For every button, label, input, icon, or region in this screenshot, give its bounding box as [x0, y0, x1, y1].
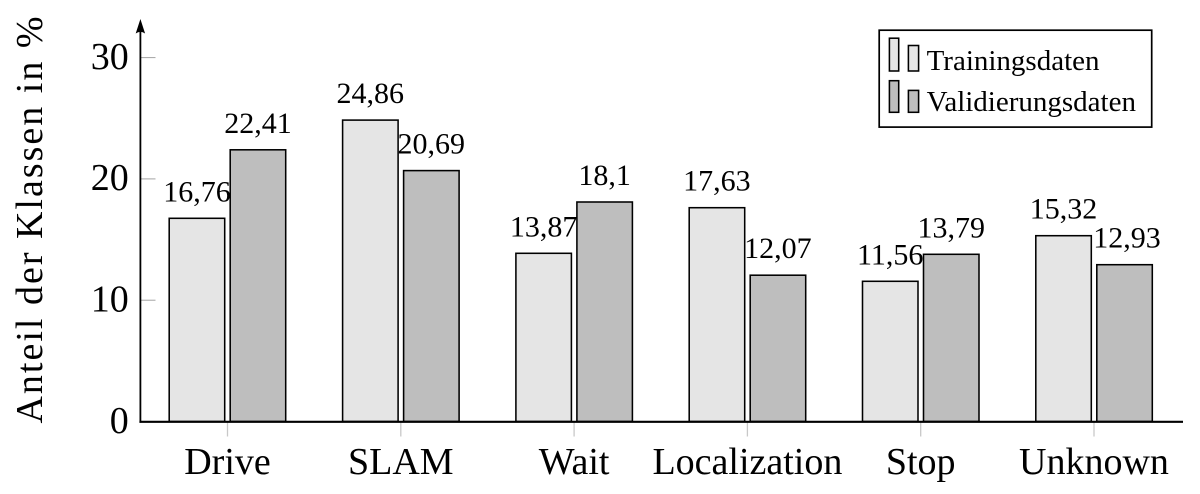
svg-text:Localization: Localization: [652, 441, 842, 483]
svg-text:Wait: Wait: [539, 441, 610, 483]
svg-text:Anteil der Klassen in %: Anteil der Klassen in %: [9, 14, 51, 423]
svg-text:15,32: 15,32: [1030, 193, 1098, 226]
svg-text:20,69: 20,69: [398, 128, 466, 161]
svg-text:11,56: 11,56: [857, 238, 923, 271]
svg-text:18,1: 18,1: [578, 159, 631, 192]
svg-text:12,93: 12,93: [1093, 222, 1161, 255]
svg-text:30: 30: [91, 36, 129, 78]
svg-text:Unknown: Unknown: [1019, 441, 1169, 483]
svg-text:17,63: 17,63: [683, 165, 751, 198]
svg-text:13,87: 13,87: [510, 210, 578, 243]
svg-text:10: 10: [91, 279, 129, 321]
svg-text:Trainingsdaten: Trainingsdaten: [927, 45, 1100, 77]
svg-text:16,76: 16,76: [163, 175, 231, 208]
svg-text:Validierungsdaten: Validierungsdaten: [927, 86, 1137, 118]
svg-text:13,79: 13,79: [917, 211, 985, 244]
svg-text:SLAM: SLAM: [348, 441, 454, 483]
svg-text:22,41: 22,41: [224, 107, 292, 140]
svg-text:24,86: 24,86: [337, 77, 405, 110]
svg-text:0: 0: [110, 400, 129, 442]
svg-text:20: 20: [91, 157, 129, 199]
svg-text:Drive: Drive: [184, 441, 271, 483]
svg-text:Stop: Stop: [886, 441, 956, 483]
svg-text:12,07: 12,07: [744, 232, 812, 265]
